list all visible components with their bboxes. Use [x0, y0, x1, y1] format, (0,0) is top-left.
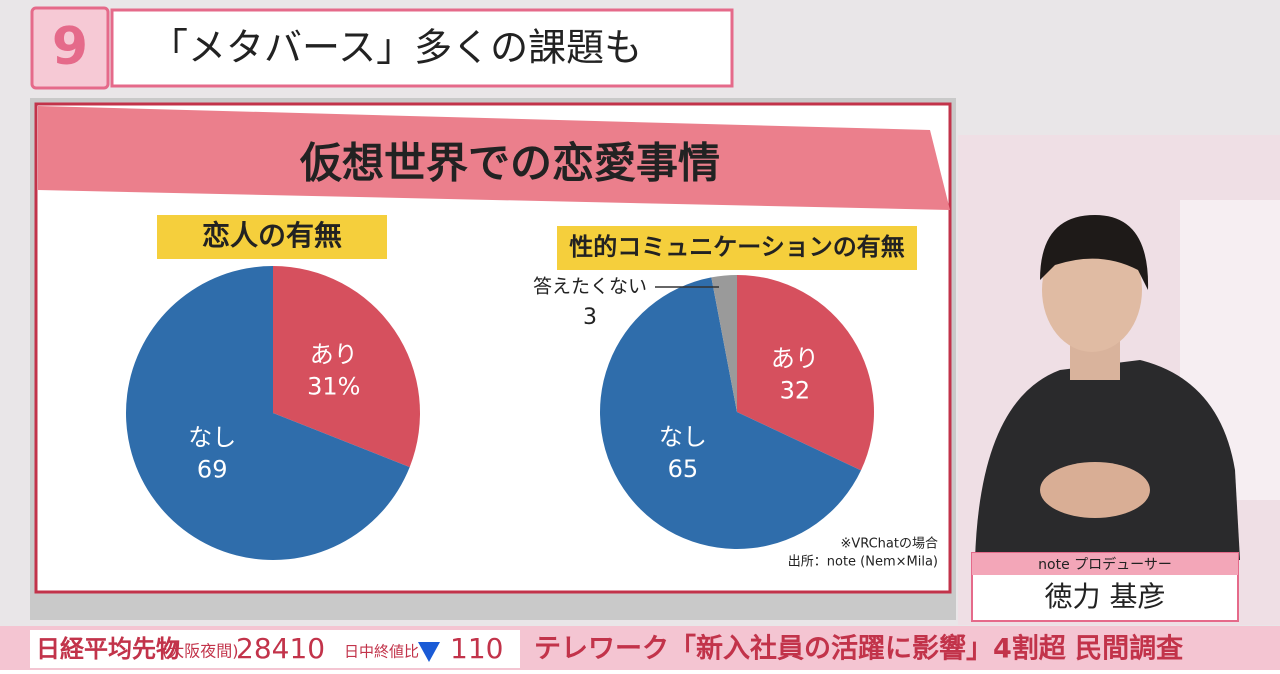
slice-value: 31% [307, 373, 360, 401]
title-box [110, 8, 734, 88]
chart-title-box [157, 215, 387, 259]
slice-label: なし [659, 423, 707, 451]
ticker-change-label: 日中終値比 [344, 643, 419, 661]
source-note: ※VRChatの場合 [840, 537, 938, 552]
logo-box [30, 6, 110, 90]
ticker-price: 28410 [236, 632, 325, 665]
chart-title-box [557, 226, 917, 270]
slice-value: 65 [668, 455, 699, 483]
slice-label: あり [310, 341, 358, 369]
source-note: 出所：note (Nem×Mila) [788, 555, 938, 570]
ticker-index: 日経平均先物 [36, 635, 180, 663]
logo: 9 [52, 17, 88, 77]
nameplate-name: 徳力 基彦 [1045, 580, 1166, 613]
ticker-headline: テレワーク「新入社員の活躍に影響」4割超 民間調査 [534, 633, 1183, 665]
title: 「メタバース」多くの課題も [150, 26, 642, 70]
slice-label: あり [771, 344, 819, 372]
slice-label: 答えたくない [533, 276, 647, 298]
slice-value: 32 [780, 376, 811, 404]
pie-slice [126, 266, 410, 560]
pie-slice [600, 277, 861, 549]
pie-slice [711, 275, 737, 412]
ticker-market [30, 630, 520, 668]
board-band [38, 106, 950, 210]
pie-slice [273, 266, 421, 468]
board-title: 仮想世界での恋愛事情 [299, 139, 720, 188]
pie-slice [737, 275, 874, 471]
slice-value: 69 [197, 455, 228, 483]
nameplate-band [972, 553, 1238, 575]
down-arrow [418, 642, 440, 662]
person [975, 215, 1240, 560]
ticker-change: 110 [450, 632, 503, 665]
ticker-session: (大阪夜間) [162, 642, 239, 661]
chart-title: 性的コミュニケーションの有無 [569, 233, 905, 261]
slice-value: 3 [583, 305, 597, 330]
chart-title: 恋人の有無 [202, 219, 342, 252]
slice-label: なし [188, 423, 236, 451]
nameplate-role: note プロデューサー [1038, 556, 1172, 573]
